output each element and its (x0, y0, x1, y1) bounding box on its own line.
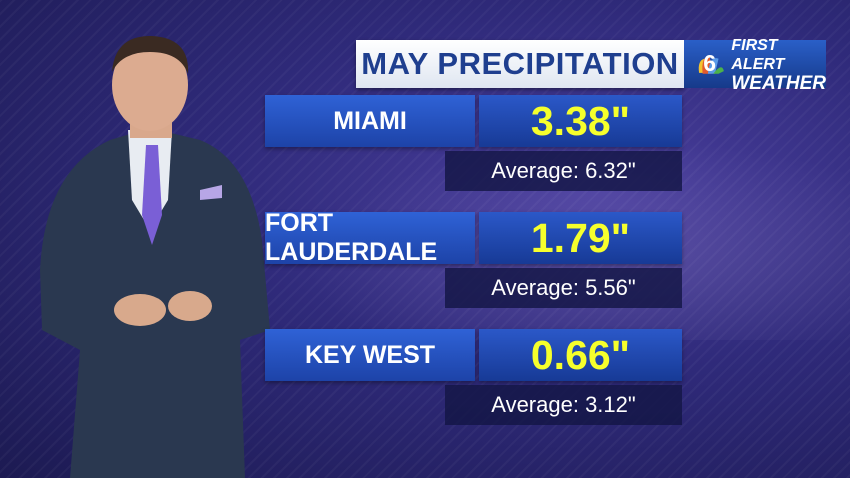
average-fort-lauderdale: Average: 5.56" (445, 268, 682, 308)
logo-line-2: WEATHER (731, 72, 826, 94)
precip-value-miami: 3.38" (479, 95, 682, 147)
city-label-fort-lauderdale: FORT LAUDERDALE (265, 209, 475, 266)
station-logo: 6 FIRST ALERT WEATHER (684, 37, 826, 93)
svg-text:6: 6 (703, 50, 716, 76)
average-key-west: Average: 3.12" (445, 385, 682, 425)
precip-value-key-west: 0.66" (479, 329, 682, 381)
city-label-key-west: KEY WEST (265, 329, 475, 381)
city-label-miami: MIAMI (265, 95, 475, 147)
average-miami: Average: 6.32" (445, 151, 682, 191)
precip-value-fort-lauderdale: 1.79" (479, 212, 682, 264)
presenter-figure (40, 35, 270, 478)
title-banner: MAY PRECIPITATION (356, 40, 684, 88)
logo-line-1: FIRST ALERT (731, 36, 785, 73)
page-title: MAY PRECIPITATION (361, 46, 679, 81)
peacock-six-icon: 6 (698, 50, 724, 76)
